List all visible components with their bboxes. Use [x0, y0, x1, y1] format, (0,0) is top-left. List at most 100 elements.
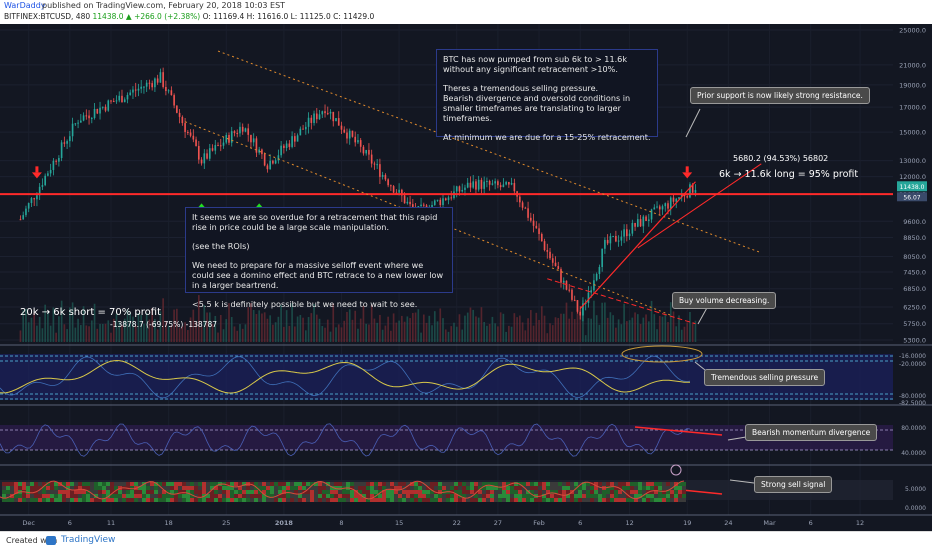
- signal-cell: [514, 482, 518, 486]
- signal-cell: [134, 490, 138, 494]
- signal-cell: [46, 486, 50, 490]
- signal-cell: [150, 490, 154, 494]
- signal-cell: [674, 498, 678, 502]
- signal-cell: [446, 498, 450, 502]
- signal-cell: [270, 490, 274, 494]
- signal-cell: [486, 494, 490, 498]
- signal-cell: [58, 498, 62, 502]
- price-axis[interactable]: [896, 24, 932, 531]
- signal-cell: [334, 494, 338, 498]
- signal-cell: [294, 494, 298, 498]
- signal-cell: [638, 498, 642, 502]
- signal-cell: [98, 482, 102, 486]
- volume-bar: [263, 312, 266, 342]
- signal-cell: [342, 482, 346, 486]
- signal-cell: [190, 486, 194, 490]
- candle-body: [546, 250, 549, 252]
- signal-cell: [110, 486, 114, 490]
- signal-cell: [2, 490, 6, 494]
- signal-cell: [466, 486, 470, 490]
- signal-cell: [214, 486, 218, 490]
- signal-cell: [310, 498, 314, 502]
- candle-body: [579, 311, 582, 316]
- signal-cell: [350, 498, 354, 502]
- tradingview-link[interactable]: TradingView: [61, 535, 116, 545]
- signal-cell: [42, 486, 46, 490]
- candle-body: [362, 146, 365, 154]
- signal-cell: [674, 486, 678, 490]
- volume-bar: [93, 303, 96, 342]
- candle-body: [269, 160, 271, 170]
- signal-cell: [202, 482, 206, 486]
- candle-body: [595, 274, 598, 281]
- volume-bar: [425, 322, 428, 342]
- candle-body: [192, 135, 195, 140]
- signal-cell: [30, 494, 34, 498]
- candle-body: [461, 189, 464, 192]
- signal-cell: [194, 486, 198, 490]
- signal-cell: [274, 490, 278, 494]
- signal-cell: [154, 498, 158, 502]
- volume-bar: [27, 322, 30, 342]
- volume-bar: [326, 319, 329, 342]
- candle-body: [277, 155, 280, 161]
- signal-cell: [330, 494, 334, 498]
- signal-cell: [222, 494, 226, 498]
- signal-cell: [562, 498, 566, 502]
- signal-cell: [550, 494, 554, 498]
- signal-cell: [358, 498, 362, 502]
- sell-arrow-icon: [685, 166, 689, 173]
- sell-arrow-icon: [682, 172, 693, 179]
- signal-cell: [170, 482, 174, 486]
- signal-cell: [122, 494, 126, 498]
- candle-body: [170, 90, 173, 96]
- candle-body: [620, 236, 623, 241]
- signal-cell: [34, 494, 38, 498]
- x-tick-label: 11: [107, 519, 115, 527]
- signal-cell: [570, 498, 574, 502]
- candle-body: [486, 180, 488, 182]
- signal-cell: [618, 494, 622, 498]
- signal-cell: [218, 498, 222, 502]
- signal-cell: [318, 486, 322, 490]
- candle-body: [69, 136, 71, 142]
- signal-cell: [678, 482, 682, 486]
- signal-cell: [90, 498, 94, 502]
- signal-cell: [242, 482, 246, 486]
- signal-cell: [482, 486, 486, 490]
- signal-cell: [206, 494, 210, 498]
- volume-bar: [167, 325, 170, 342]
- signal-cell: [674, 494, 678, 498]
- candle-body: [401, 189, 403, 196]
- volume-bar: [354, 310, 357, 342]
- volume-bar: [140, 314, 143, 342]
- signal-cell: [666, 490, 670, 494]
- signal-cell: [582, 486, 586, 490]
- signal-cell: [486, 486, 490, 490]
- signal-cell: [338, 490, 342, 494]
- signal-cell: [438, 498, 442, 502]
- signal-cell: [242, 490, 246, 494]
- signal-cell: [102, 490, 106, 494]
- signal-cell: [230, 482, 234, 486]
- signal-cell: [142, 498, 146, 502]
- signal-cell: [302, 486, 306, 490]
- symbol-label: BITFINEX:BTCUSD, 480: [4, 12, 91, 21]
- signal-cell: [418, 494, 422, 498]
- signal-cell: [470, 486, 474, 490]
- y-tick-label: 8050.0: [903, 253, 926, 261]
- signal-cell: [610, 490, 614, 494]
- author-link[interactable]: WarDaddy: [4, 1, 46, 10]
- candle-body: [143, 86, 145, 88]
- signal-cell: [642, 490, 646, 494]
- signal-cell: [162, 482, 166, 486]
- signal-cell: [158, 498, 162, 502]
- signal-cell: [330, 498, 334, 502]
- candle-body: [151, 83, 153, 88]
- signal-cell: [302, 498, 306, 502]
- candle-body: [505, 182, 507, 185]
- signal-cell: [330, 482, 334, 486]
- signal-cell: [662, 498, 666, 502]
- signal-cell: [634, 486, 638, 490]
- volume-bar: [266, 318, 269, 342]
